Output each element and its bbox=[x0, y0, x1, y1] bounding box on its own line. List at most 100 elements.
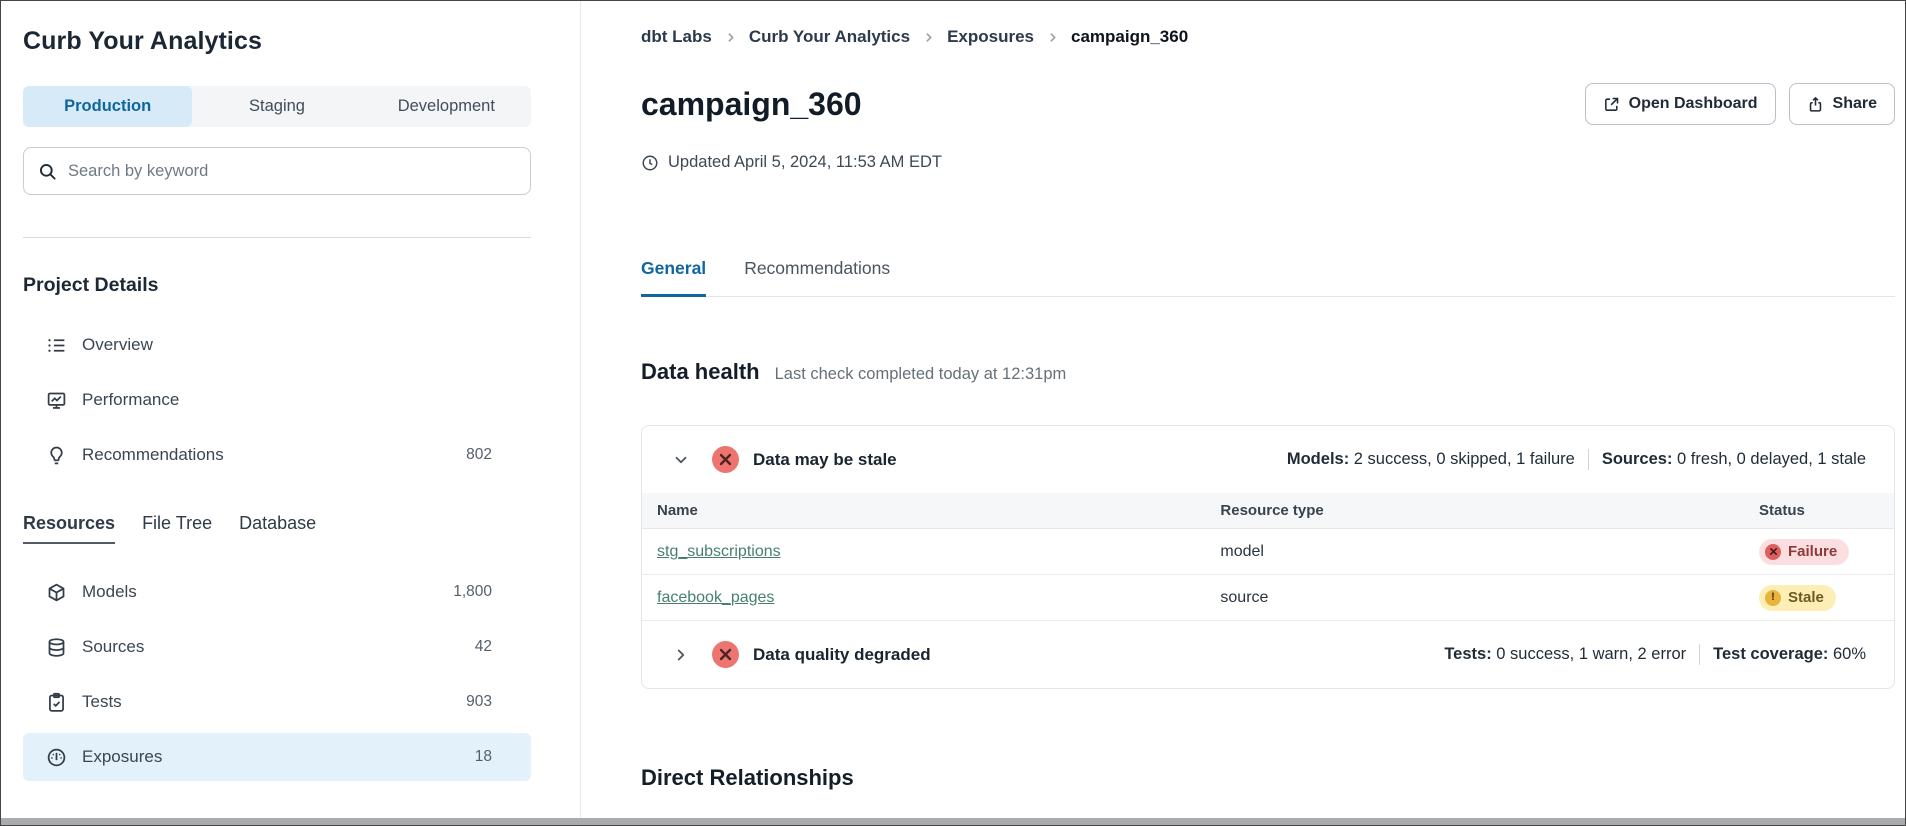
coverage-summary-label: Test coverage: bbox=[1713, 645, 1829, 663]
sidebar-item-count: 802 bbox=[466, 446, 492, 463]
resource-type-cell: source bbox=[1220, 588, 1269, 606]
sidebar-divider bbox=[23, 237, 531, 238]
breadcrumb-item-project[interactable]: Curb Your Analytics bbox=[748, 27, 911, 46]
project-name-title: Curb Your Analytics bbox=[23, 27, 262, 55]
error-circle-icon bbox=[712, 641, 739, 668]
env-tab-development[interactable]: Development bbox=[397, 97, 495, 115]
sidebar-item-performance[interactable]: Performance bbox=[23, 376, 531, 424]
stale-group-row[interactable]: Data may be stale Models: 2 success, 0 s… bbox=[642, 426, 1894, 493]
gauge-icon bbox=[46, 747, 67, 768]
resource-link-stg-subscriptions[interactable]: stg_subscriptions bbox=[657, 542, 781, 560]
quality-group-summary: Tests: 0 success, 1 warn, 2 error Test c… bbox=[1444, 644, 1866, 665]
page-actions: Open Dashboard Share bbox=[1584, 83, 1895, 125]
database-icon bbox=[46, 637, 67, 658]
updated-row: Updated April 5, 2024, 11:53 AM EDT bbox=[641, 153, 1895, 172]
tab-general[interactable]: General bbox=[641, 258, 707, 297]
quality-group-row[interactable]: Data quality degraded Tests: 0 success, … bbox=[642, 621, 1894, 688]
breadcrumb-item-account[interactable]: dbt Labs bbox=[641, 27, 712, 46]
updated-timestamp: Updated April 5, 2024, 11:53 AM EDT bbox=[668, 153, 942, 171]
sidebar-item-label: Overview bbox=[82, 335, 153, 354]
project-details-nav: Overview Performance Recommendations 802 bbox=[23, 321, 531, 479]
lightbulb-icon bbox=[46, 445, 67, 466]
coverage-summary-value: 60% bbox=[1832, 645, 1866, 663]
status-badge-failure: Failure bbox=[1759, 538, 1850, 565]
column-header-status: Status bbox=[1759, 502, 1805, 519]
column-header-name: Name bbox=[657, 502, 698, 519]
sidebar-item-count: 18 bbox=[474, 748, 492, 765]
env-tab-staging[interactable]: Staging bbox=[249, 97, 305, 115]
search-input[interactable] bbox=[68, 161, 516, 181]
env-tab-production[interactable]: Production bbox=[23, 86, 193, 127]
cube-icon bbox=[46, 582, 67, 603]
sidebar-item-exposures[interactable]: Exposures 18 bbox=[23, 733, 531, 781]
data-health-card: Data may be stale Models: 2 success, 0 s… bbox=[641, 425, 1895, 689]
performance-icon bbox=[46, 390, 67, 411]
page-tabs: General Recommendations bbox=[641, 258, 1895, 297]
exclamation-circle-icon: ! bbox=[1765, 589, 1781, 606]
sidebar-item-overview[interactable]: Overview bbox=[23, 321, 531, 369]
tab-database[interactable]: Database bbox=[239, 513, 317, 533]
chevron-right-icon bbox=[922, 31, 935, 44]
sidebar-item-tests[interactable]: Tests 903 bbox=[23, 678, 531, 726]
share-button[interactable]: Share bbox=[1788, 83, 1895, 125]
share-icon bbox=[1807, 96, 1824, 113]
tab-recommendations[interactable]: Recommendations bbox=[744, 258, 891, 278]
sidebar-item-label: Exposures bbox=[82, 747, 163, 766]
sidebar-item-label: Recommendations bbox=[82, 445, 224, 464]
data-health-heading: Data health bbox=[641, 359, 760, 384]
table-row: facebook_pages source ! Stale bbox=[642, 575, 1894, 621]
chevron-down-icon[interactable] bbox=[672, 451, 690, 469]
window-bottom-edge bbox=[1, 818, 1905, 825]
breadcrumb-item-current: campaign_360 bbox=[1071, 27, 1189, 46]
stale-resources-table: Name Resource type Status stg_subscripti… bbox=[642, 493, 1894, 621]
list-icon bbox=[46, 335, 67, 356]
tab-resources[interactable]: Resources bbox=[23, 513, 116, 544]
table-row: stg_subscriptions model Failure bbox=[642, 529, 1894, 575]
clock-icon bbox=[641, 154, 659, 172]
status-badge-label: Stale bbox=[1788, 589, 1824, 606]
sidebar-item-sources[interactable]: Sources 42 bbox=[23, 623, 531, 671]
sidebar-item-label: Performance bbox=[82, 390, 180, 409]
error-circle-icon bbox=[712, 446, 739, 473]
share-label: Share bbox=[1832, 95, 1877, 112]
quality-group-title: Data quality degraded bbox=[753, 644, 931, 664]
sidebar-item-label: Sources bbox=[82, 637, 145, 656]
direct-relationships-heading: Direct Relationships bbox=[641, 765, 854, 790]
tab-file-tree[interactable]: File Tree bbox=[142, 513, 213, 533]
column-header-resource-type: Resource type bbox=[1220, 502, 1324, 519]
project-details-heading: Project Details bbox=[23, 274, 159, 296]
sidebar-item-label: Models bbox=[82, 582, 137, 601]
models-summary-value: 2 success, 0 skipped, 1 failure bbox=[1353, 450, 1575, 468]
stale-group-summary: Models: 2 success, 0 skipped, 1 failure … bbox=[1287, 449, 1866, 470]
summary-divider bbox=[1587, 449, 1589, 470]
status-badge-label: Failure bbox=[1788, 543, 1838, 560]
sidebar-item-recommendations[interactable]: Recommendations 802 bbox=[23, 431, 531, 479]
breadcrumb-item-exposures[interactable]: Exposures bbox=[947, 27, 1034, 46]
resource-link-facebook-pages[interactable]: facebook_pages bbox=[657, 588, 775, 606]
resources-nav: Models 1,800 Sources 42 Tests 903 bbox=[23, 568, 531, 781]
resource-type-cell: model bbox=[1220, 542, 1264, 560]
search-box bbox=[23, 147, 531, 195]
chevron-right-icon bbox=[1046, 31, 1059, 44]
page-title: campaign_360 bbox=[641, 85, 862, 122]
title-row: campaign_360 Open Dashboard Share bbox=[641, 83, 1895, 125]
main-content: dbt Labs Curb Your Analytics Exposures c… bbox=[581, 1, 1905, 825]
summary-divider bbox=[1699, 644, 1701, 665]
search-icon bbox=[38, 162, 57, 181]
x-circle-icon bbox=[1765, 543, 1781, 560]
external-link-icon bbox=[1603, 96, 1620, 113]
sidebar-item-label: Tests bbox=[82, 692, 122, 711]
chevron-right-icon[interactable] bbox=[672, 646, 690, 664]
sidebar-item-count: 42 bbox=[474, 638, 492, 655]
stale-group-title: Data may be stale bbox=[753, 449, 897, 469]
tests-summary-label: Tests: bbox=[1444, 645, 1492, 663]
clipboard-check-icon bbox=[46, 692, 67, 713]
last-check-text: Last check completed today at 12:31pm bbox=[774, 365, 1067, 383]
sidebar: Curb Your Analytics Production Staging D… bbox=[1, 1, 581, 825]
sources-summary-value: 0 fresh, 0 delayed, 1 stale bbox=[1677, 450, 1866, 468]
sidebar-item-models[interactable]: Models 1,800 bbox=[23, 568, 531, 616]
table-header-row: Name Resource type Status bbox=[642, 493, 1894, 529]
open-dashboard-button[interactable]: Open Dashboard bbox=[1584, 83, 1776, 125]
resource-view-tabs: Resources File Tree Database bbox=[23, 513, 531, 544]
